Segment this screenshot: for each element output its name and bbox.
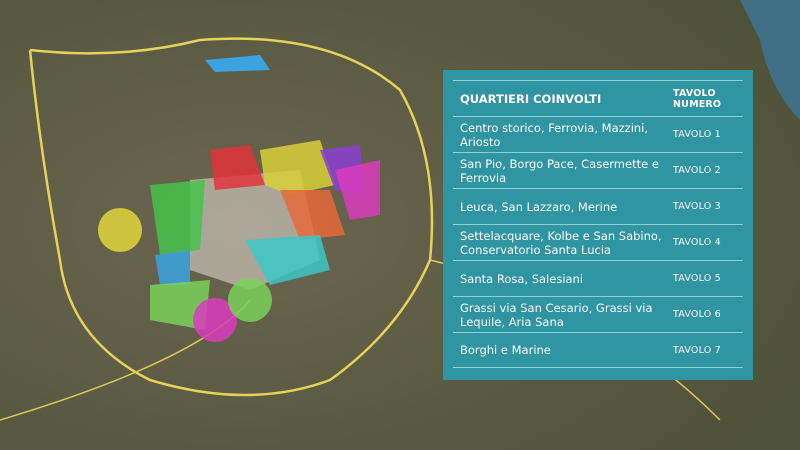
ring-road	[28, 37, 434, 397]
row-quartieri: Borghi e Marine	[460, 343, 551, 357]
table-row: Settelacquare, Kolbe e San Sabino, Conse…	[453, 224, 743, 260]
district-magenta	[335, 160, 380, 220]
row-tavolo: TAVOLO 4	[673, 237, 721, 248]
table-row: Grassi via San Cesario, Grassi via Lequi…	[453, 296, 743, 332]
district-blue	[155, 250, 190, 285]
row-quartieri: Grassi via San Cesario, Grassi via Lequi…	[460, 300, 653, 329]
district-green	[150, 180, 205, 255]
row-tavolo: TAVOLO 7	[673, 344, 721, 356]
district-yellow	[260, 140, 335, 195]
district-orange	[280, 190, 345, 240]
row-quartieri: Santa Rosa, Salesiani	[460, 271, 584, 286]
table-header: QUARTIERI COINVOLTI TAVOLO NUMERO	[453, 80, 743, 116]
table-row: Leuca, San Lazzaro, Merine TAVOLO 3	[453, 188, 743, 224]
district-area	[193, 298, 237, 342]
row-tavolo: TAVOLO 3	[673, 201, 721, 212]
row-quartieri: Settelacquare, Kolbe e San Sabino, Conse…	[460, 228, 662, 257]
row-quartieri: Centro storico, Ferrovia, Mazzini, Arios…	[460, 120, 649, 149]
district-cyan	[245, 235, 330, 285]
table-row: San Pio, Borgo Pace, Casermette e Ferrov…	[453, 152, 743, 188]
district-area	[98, 208, 142, 252]
row-tavolo: TAVOLO 5	[673, 273, 721, 284]
header-tavolo: TAVOLO NUMERO	[673, 87, 722, 110]
row-tavolo: TAVOLO 6	[673, 309, 721, 320]
table-row: Borghi e Marine TAVOLO 7	[453, 332, 743, 368]
districts	[98, 140, 380, 342]
district-red	[210, 145, 265, 190]
header-quartieri: QUARTIERI COINVOLTI	[460, 91, 602, 106]
row-tavolo: TAVOLO 1	[673, 129, 721, 140]
row-quartieri: San Pio, Borgo Pace, Casermette e Ferrov…	[460, 156, 659, 185]
row-quartieri: Leuca, San Lazzaro, Merine	[460, 199, 618, 214]
table-row: Santa Rosa, Salesiani TAVOLO 5	[453, 260, 743, 296]
sea	[740, 0, 800, 120]
district-area	[228, 278, 272, 322]
row-tavolo: TAVOLO 2	[673, 165, 721, 176]
table-row: Centro storico, Ferrovia, Mazzini, Arios…	[453, 116, 743, 152]
district-north	[205, 55, 270, 72]
quartieri-table: QUARTIERI COINVOLTI TAVOLO NUMERO Centro…	[443, 70, 753, 380]
